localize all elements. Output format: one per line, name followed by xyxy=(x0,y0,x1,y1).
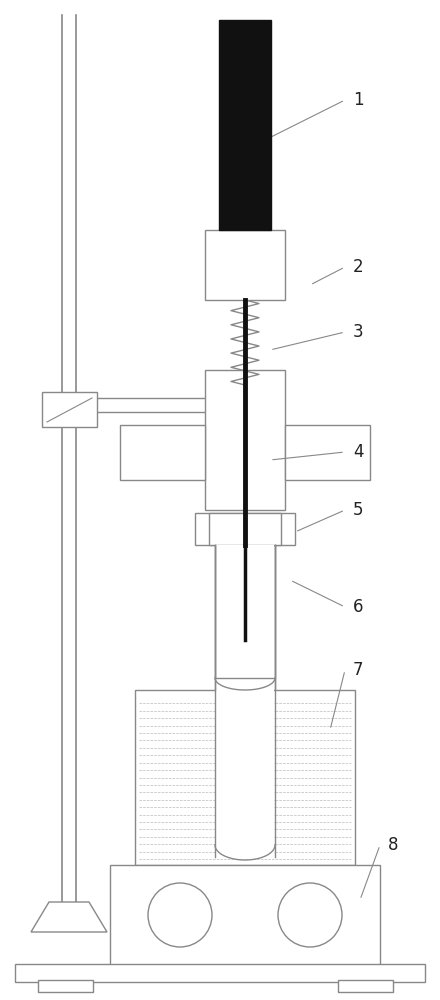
Bar xyxy=(15,964,425,982)
Bar xyxy=(38,980,93,992)
Bar xyxy=(110,865,380,965)
Bar xyxy=(42,392,97,427)
Text: 4: 4 xyxy=(353,443,363,461)
Bar xyxy=(338,980,393,992)
Circle shape xyxy=(148,883,212,947)
Text: 1: 1 xyxy=(353,91,363,109)
Polygon shape xyxy=(31,902,107,932)
Text: 8: 8 xyxy=(388,836,399,854)
Circle shape xyxy=(278,883,342,947)
Bar xyxy=(219,20,271,230)
Text: 7: 7 xyxy=(353,661,363,679)
Bar xyxy=(135,690,355,865)
Text: 3: 3 xyxy=(353,323,363,341)
Bar xyxy=(120,425,205,480)
Bar xyxy=(205,230,285,300)
Text: 2: 2 xyxy=(353,258,363,276)
Bar xyxy=(285,425,370,480)
Polygon shape xyxy=(216,545,274,857)
Text: 5: 5 xyxy=(353,501,363,519)
Bar xyxy=(195,513,295,545)
Bar xyxy=(205,370,285,510)
Text: 6: 6 xyxy=(353,598,363,616)
Bar xyxy=(209,513,281,545)
